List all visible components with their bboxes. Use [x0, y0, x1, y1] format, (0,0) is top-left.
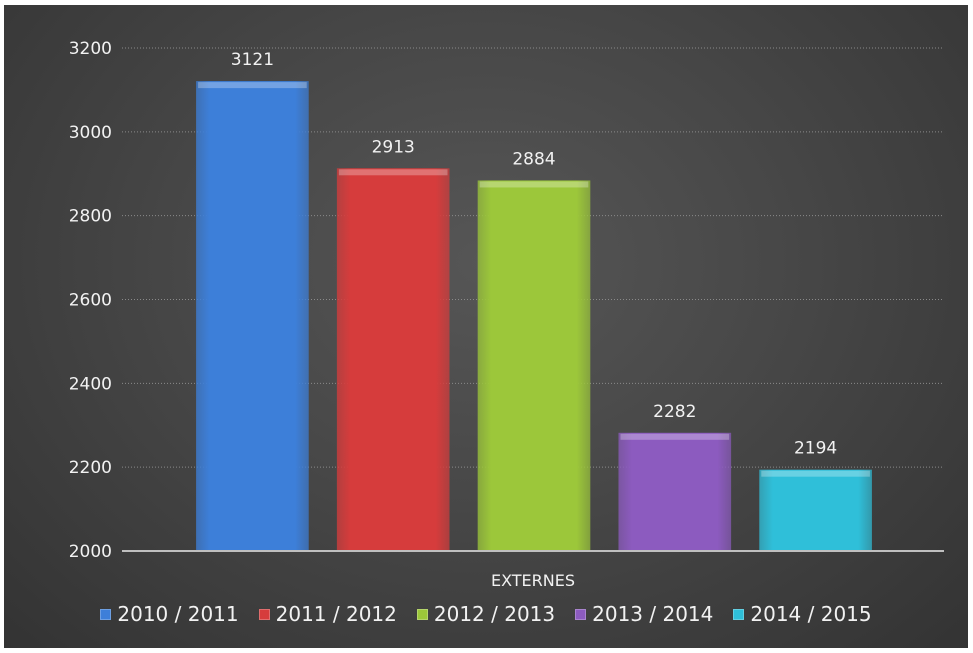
y-tick-label: 2000: [69, 542, 112, 562]
bar-highlight: [620, 433, 730, 440]
legend: 2010 / 2011 2011 / 2012 2012 / 2013 2013 / …: [4, 602, 968, 626]
legend-label: 2010 / 2011: [117, 602, 239, 626]
bar-2011-2012: [336, 168, 450, 551]
legend-item: 2011 / 2012: [258, 602, 397, 626]
bar-2012-2013: [477, 180, 591, 551]
data-label: 3121: [231, 50, 274, 70]
chart-frame: 2000 2200 2400 2600 2800 3000 3200 3121 2913 288…: [4, 5, 968, 648]
x-category-label: EXTERNES: [491, 571, 575, 590]
legend-label: 2011 / 2012: [275, 602, 397, 626]
y-tick-label: 2800: [69, 207, 112, 227]
bar-chart: 2000 2200 2400 2600 2800 3000 3200 3121 2913 288…: [69, 39, 944, 590]
bar-2013-2014: [618, 432, 732, 551]
legend-item: 2010 / 2011: [100, 602, 239, 626]
legend-label: 2014 / 2015: [750, 602, 872, 626]
legend-item: 2012 / 2013: [416, 602, 556, 626]
y-tick-label: 2400: [69, 374, 112, 394]
legend-label: 2013 / 2014: [592, 602, 714, 626]
data-label: 2282: [653, 402, 696, 422]
data-label: 2194: [794, 439, 837, 459]
legend-swatch: [258, 608, 270, 620]
legend-swatch: [733, 608, 745, 620]
legend-label: 2012 / 2013: [433, 602, 556, 626]
bars: [196, 81, 872, 551]
bar-highlight: [198, 82, 307, 89]
bar-highlight: [479, 181, 589, 188]
legend-swatch: [416, 608, 428, 620]
data-label: 2913: [372, 137, 415, 157]
data-label: 2884: [512, 149, 555, 169]
bar-highlight: [761, 470, 870, 477]
y-tick-label: 2600: [69, 291, 112, 311]
legend-swatch: [575, 608, 587, 620]
legend-swatch: [100, 608, 112, 620]
legend-item: 2014 / 2015: [733, 602, 872, 626]
bar-2014-2015: [759, 469, 872, 551]
y-tick-label: 2200: [69, 458, 112, 478]
x-axis: EXTERNES: [122, 550, 944, 590]
bar-highlight: [338, 169, 448, 176]
y-tick-label: 3200: [69, 39, 112, 59]
y-axis: 2000 2200 2400 2600 2800 3000 3200: [69, 39, 112, 562]
bar-2010-2011: [196, 81, 309, 551]
legend-item: 2013 / 2014: [575, 602, 713, 626]
y-tick-label: 3000: [69, 123, 112, 143]
data-labels: 3121 2913 2884 2282 2194: [231, 50, 837, 459]
